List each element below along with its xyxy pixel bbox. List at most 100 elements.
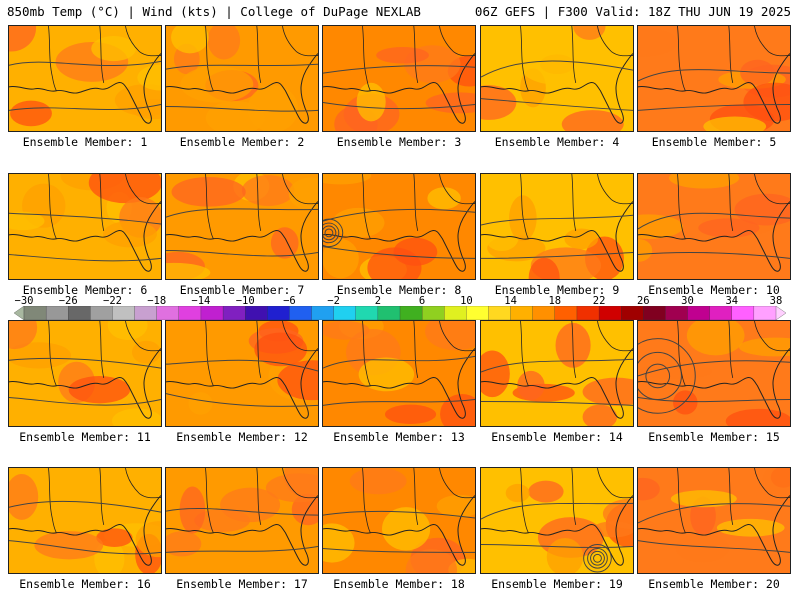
ensemble-member-label: Ensemble Member: 11: [19, 430, 151, 444]
pressure-contour: [323, 65, 475, 74]
ensemble-member-map: [637, 173, 791, 280]
state-border: [728, 174, 734, 232]
colorbar-swatch: [333, 306, 357, 320]
ensemble-member-label: Ensemble Member: 5: [651, 135, 777, 149]
member-map-canvas: [166, 468, 318, 573]
colorbar-swatch: [156, 306, 180, 320]
temperature-shade-region: [638, 214, 684, 239]
state-border: [677, 468, 686, 533]
colorbar-swatch: [643, 306, 666, 320]
ensemble-member-label: Ensemble Member: 9: [494, 283, 620, 297]
pressure-contour: [166, 359, 318, 372]
colorbar-swatch: [222, 306, 246, 320]
state-border: [597, 321, 633, 352]
colorbar-swatch: [554, 306, 578, 320]
state-border: [125, 468, 161, 499]
colorbar-swatch: [709, 306, 733, 320]
temperature-shade-region: [660, 322, 687, 345]
ensemble-member-map: [165, 320, 319, 427]
state-border: [256, 174, 262, 232]
ensemble-member-map: [165, 25, 319, 132]
pressure-contour: [638, 212, 790, 230]
state-border: [362, 26, 371, 91]
colorbar-swatch: [665, 306, 688, 320]
ensemble-member-label: Ensemble Member: 14: [491, 430, 623, 444]
ensemble-member-label: Ensemble Member: 10: [648, 283, 780, 297]
colorbar-tick-label: −18: [147, 295, 167, 307]
colorbar-tick-label: 10: [460, 295, 473, 307]
temperature-shade-region: [107, 321, 148, 340]
temperature-shade-region: [10, 100, 52, 127]
run-valid-time: 06Z GEFS | F300 Valid: 18Z THU JUN 19 20…: [474, 4, 791, 19]
pressure-contour: [323, 510, 475, 519]
temperature-shade-region: [382, 507, 431, 551]
state-border: [256, 468, 262, 526]
pressure-contour: [481, 544, 633, 548]
ensemble-member-map: [8, 320, 162, 427]
state-border: [282, 321, 318, 352]
state-border: [728, 321, 734, 379]
pressure-contour: [481, 98, 633, 111]
ensemble-member-map: [480, 173, 634, 280]
colorbar-tick-label: −30: [14, 295, 34, 307]
pressure-contour: [9, 500, 161, 513]
temperature-shade-region: [528, 480, 564, 503]
ensemble-member-label: Ensemble Member: 4: [494, 135, 620, 149]
state-border: [728, 468, 734, 526]
temperature-shade-region: [9, 321, 38, 350]
ensemble-member-label: Ensemble Member: 19: [491, 577, 623, 591]
ensemble-member-label: Ensemble Member: 13: [333, 430, 465, 444]
colorbar-tick-label: 6: [418, 295, 426, 307]
state-border: [362, 321, 371, 386]
low-pressure-contour: [587, 547, 608, 569]
state-border: [256, 26, 262, 84]
ensemble-member-label: Ensemble Member: 8: [336, 283, 462, 297]
colorbar-swatch: [311, 306, 335, 320]
ensemble-member-map: [637, 320, 791, 427]
temperature-shade-region: [166, 262, 211, 279]
member-map-canvas: [9, 174, 161, 279]
temperature-shade-region: [367, 247, 422, 279]
state-border: [205, 321, 214, 386]
temperature-shade-region: [740, 59, 775, 86]
state-border: [48, 468, 57, 533]
ensemble-member-map: [322, 320, 476, 427]
colorbar-swatch: [45, 306, 69, 320]
low-pressure-contour: [645, 363, 671, 389]
colorbar-swatch: [355, 306, 379, 320]
colorbar-tick-label: 30: [681, 295, 694, 307]
ensemble-member-map: [165, 173, 319, 280]
pressure-contour: [166, 546, 318, 553]
temperature-shade-region: [135, 521, 161, 558]
member-map-canvas: [323, 174, 475, 279]
low-pressure-contour: [590, 550, 605, 566]
state-border: [754, 174, 790, 205]
pressure-contour: [9, 357, 161, 369]
colorbar-tick-label: 26: [636, 295, 650, 307]
temperature-shade-region: [436, 494, 475, 518]
temperature-shade-region: [265, 473, 318, 503]
temperature-shade-region: [137, 64, 161, 91]
member-map-canvas: [481, 321, 633, 426]
colorbar-tick-label: 2: [374, 295, 382, 307]
state-border: [520, 26, 529, 91]
pressure-contour: [638, 540, 790, 553]
temperature-shade-region: [207, 26, 241, 60]
temperature-shade-region: [188, 392, 213, 415]
state-border: [520, 174, 529, 239]
map-title: 850mb Temp (°C) | Wind (kts) | College o…: [7, 4, 421, 19]
state-border: [125, 321, 161, 352]
colorbar-tick-label: 18: [548, 295, 562, 307]
pressure-contour: [638, 104, 790, 111]
ensemble-member-label: Ensemble Member: 15: [648, 430, 780, 444]
temperature-shade-region: [440, 394, 475, 426]
pressure-contour: [166, 105, 318, 112]
colorbar-swatch: [377, 306, 401, 320]
temperature-shade-region: [88, 174, 161, 204]
temperature-shade-region: [582, 404, 618, 426]
temperature-shade-region: [425, 321, 475, 351]
colorbar-swatch: [421, 306, 445, 320]
temperature-shade-region: [179, 486, 206, 534]
colorbar-swatch: [23, 306, 47, 320]
low-pressure-contour: [323, 218, 344, 248]
